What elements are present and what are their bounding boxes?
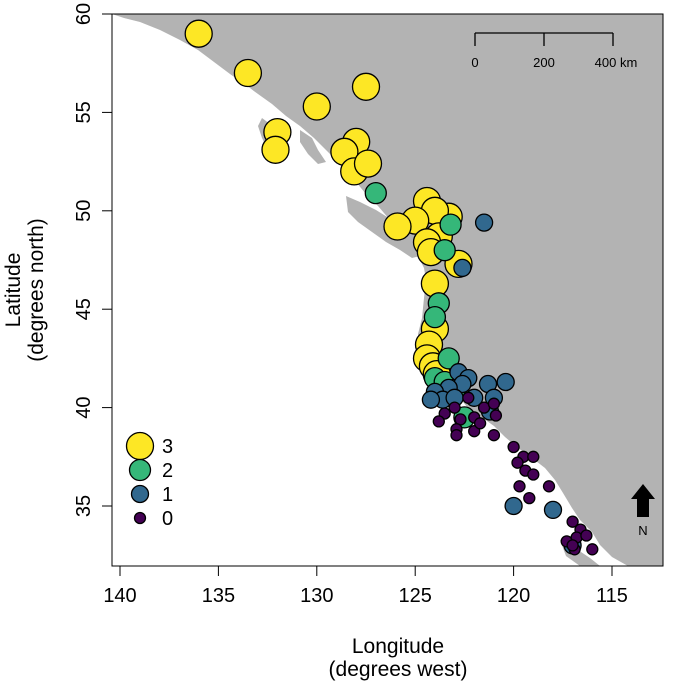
point-value-2 — [423, 305, 447, 329]
point-value-2 — [439, 213, 462, 236]
point-value-0 — [527, 450, 540, 463]
y-tick-label-55: 55 — [73, 101, 95, 123]
point-value-3 — [233, 58, 263, 88]
y-ticks: 35 40 45 50 55 60 — [73, 3, 112, 517]
point-value-2 — [437, 347, 460, 370]
point-value-0 — [462, 391, 475, 404]
point-value-0 — [566, 539, 579, 552]
legend-label-3: 3 — [162, 436, 173, 458]
scale-bar-label-0: 0 — [471, 55, 478, 70]
point-value-1 — [496, 372, 515, 392]
point-value-0 — [566, 515, 579, 528]
point-value-0 — [487, 397, 501, 410]
north-arrow: N — [631, 484, 655, 538]
scale-bar-label-400: 400 km — [595, 55, 638, 70]
land-mainland — [112, 14, 663, 566]
y-tick-label-60: 60 — [73, 3, 95, 25]
legend-symbol-2 — [128, 458, 152, 482]
x-axis: 140 135 130 125 120 115 Longitude (degrees we… — [103, 565, 628, 681]
y-tick-label-50: 50 — [73, 200, 95, 222]
point-value-3 — [383, 212, 412, 241]
land-layer — [112, 14, 663, 566]
legend-symbol-1 — [130, 484, 150, 504]
y-tick-label-45: 45 — [73, 298, 95, 320]
scale-bar: 0 200 400 km — [471, 32, 638, 70]
point-value-3 — [351, 72, 381, 101]
x-tick-label-135: 135 — [202, 585, 235, 607]
x-axis-title: Longitude — [352, 635, 444, 658]
point-value-1 — [504, 496, 523, 516]
land-islets-north — [300, 130, 326, 164]
point-value-0 — [580, 529, 593, 542]
points-layer — [184, 19, 599, 556]
x-tick-label-130: 130 — [300, 585, 333, 607]
point-value-0 — [542, 480, 556, 493]
x-tick-label-120: 120 — [497, 585, 530, 607]
legend-symbol-3 — [125, 431, 155, 461]
point-value-3 — [184, 19, 213, 48]
point-value-0 — [450, 429, 463, 442]
point-value-0 — [507, 440, 520, 454]
y-axis-subtitle: (degrees north) — [25, 218, 48, 362]
north-arrow-label: N — [638, 523, 647, 538]
land-island-vancouver — [346, 196, 420, 258]
point-value-2 — [433, 239, 456, 262]
point-value-0 — [448, 401, 461, 414]
legend-label-2: 2 — [162, 460, 173, 482]
legend-label-1: 1 — [162, 484, 173, 506]
legend-symbol-0 — [133, 511, 147, 525]
point-value-0 — [527, 468, 540, 481]
x-tick-label-140: 140 — [103, 585, 136, 607]
legend-label-0: 0 — [162, 508, 173, 530]
y-axis-title: Latitude — [2, 253, 25, 328]
y-axis: 35 40 45 50 55 60 Latitude (degrees north) — [2, 3, 113, 517]
x-tick-label-115: 115 — [596, 585, 628, 607]
point-value-1 — [453, 258, 472, 278]
point-value-0 — [432, 415, 445, 428]
x-tick-label-125: 125 — [399, 585, 432, 607]
x-ticks: 140 135 130 125 120 115 — [103, 566, 628, 607]
point-value-0 — [489, 409, 503, 422]
north-arrow-icon — [631, 484, 655, 517]
point-value-3 — [261, 135, 290, 164]
y-tick-label-40: 40 — [73, 396, 95, 418]
point-value-0 — [511, 456, 524, 469]
point-value-0 — [487, 429, 501, 442]
y-tick-label-35: 35 — [73, 495, 95, 517]
x-axis-subtitle: (degrees west) — [329, 658, 468, 681]
point-value-0 — [586, 543, 599, 556]
point-value-1 — [474, 213, 494, 232]
point-value-3 — [302, 92, 331, 121]
land-islets-channel — [222, 70, 262, 102]
point-value-1 — [421, 390, 441, 409]
point-value-0 — [523, 491, 536, 505]
point-value-0 — [473, 417, 487, 430]
point-value-0 — [513, 480, 526, 493]
point-value-2 — [364, 181, 387, 205]
scale-bar-label-200: 200 — [533, 55, 555, 70]
point-value-3 — [353, 149, 383, 178]
point-value-1 — [543, 500, 563, 520]
